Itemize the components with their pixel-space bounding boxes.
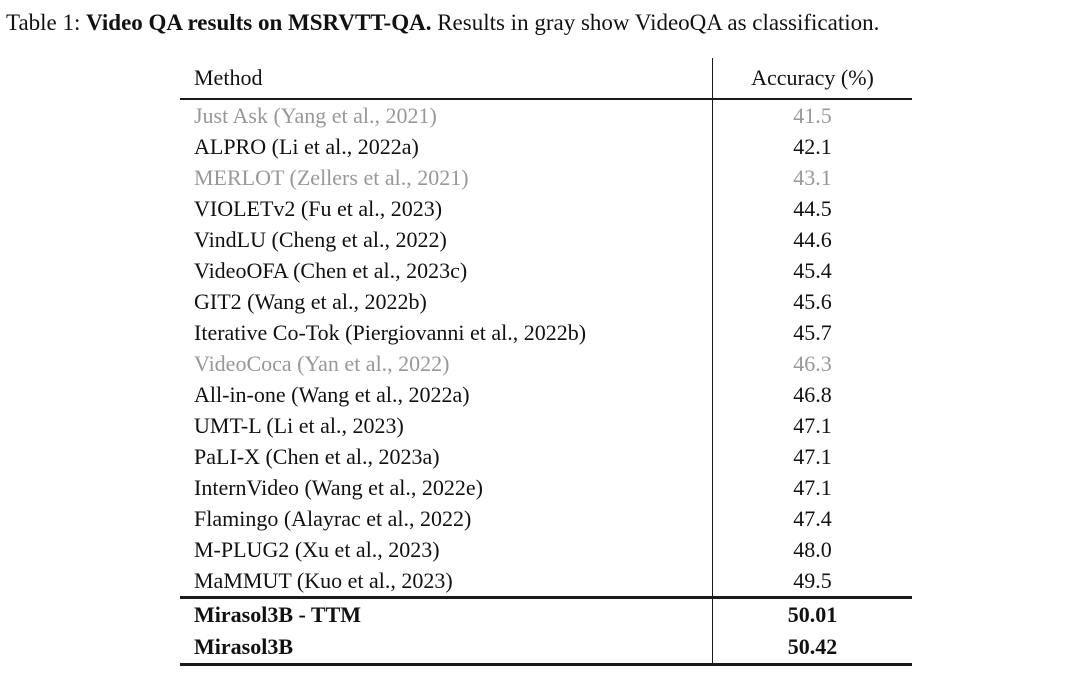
accuracy-cell: 45.6 xyxy=(712,286,912,317)
method-cell: InternVideo (Wang et al., 2022e) xyxy=(194,474,483,500)
table-body: Just Ask (Yang et al., 2021) 41.5 ALPRO (L… xyxy=(180,100,912,596)
method-cell: ALPRO (Li et al., 2022a) xyxy=(194,133,419,159)
caption-label: Table 1: xyxy=(6,10,81,35)
accuracy-cell: 44.5 xyxy=(712,193,912,224)
method-cell: Mirasol3B xyxy=(194,634,293,659)
accuracy-cell: 41.5 xyxy=(712,100,912,131)
table-row: Flamingo (Alayrac et al., 2022) 47.4 xyxy=(180,503,912,534)
method-cell: Just Ask (Yang et al., 2021) xyxy=(194,102,437,128)
accuracy-cell: 50.42 xyxy=(712,631,912,663)
method-cell: VIOLETv2 (Fu et al., 2023) xyxy=(194,195,443,221)
method-cell: MaMMUT (Kuo et al., 2023) xyxy=(194,567,453,593)
accuracy-cell: 50.01 xyxy=(712,599,912,631)
table-row: Mirasol3B - TTM 50.01 xyxy=(180,599,912,631)
method-cell: Flamingo (Alayrac et al., 2022) xyxy=(194,505,472,531)
caption-title: Video QA results on MSRVTT-QA. xyxy=(86,10,432,35)
table-row: MERLOT (Zellers et al., 2021) 43.1 xyxy=(180,162,912,193)
table-final-section: Mirasol3B - TTM 50.01 Mirasol3B 50.42 xyxy=(180,596,912,666)
method-cell: Mirasol3B - TTM xyxy=(194,602,362,627)
accuracy-cell: 47.1 xyxy=(712,441,912,472)
table-row: All-in-one (Wang et al., 2022a) 46.8 xyxy=(180,379,912,410)
header-row: Method Accuracy (%) xyxy=(180,58,912,100)
table-row: PaLI-X (Chen et al., 2023a) 47.1 xyxy=(180,441,912,472)
accuracy-cell: 46.3 xyxy=(712,348,912,379)
table-caption: Table 1: Video QA results on MSRVTT-QA. … xyxy=(6,8,1076,38)
accuracy-cell: 46.8 xyxy=(712,379,912,410)
table-row: Just Ask (Yang et al., 2021) 41.5 xyxy=(180,100,912,131)
accuracy-cell: 45.4 xyxy=(712,255,912,286)
table-row: ALPRO (Li et al., 2022a) 42.1 xyxy=(180,131,912,162)
method-cell: VideoOFA (Chen et al., 2023c) xyxy=(194,257,468,283)
table-row: VIOLETv2 (Fu et al., 2023) 44.5 xyxy=(180,193,912,224)
accuracy-cell: 43.1 xyxy=(712,162,912,193)
method-cell: M-PLUG2 (Xu et al., 2023) xyxy=(194,536,440,562)
table-row: VideoOFA (Chen et al., 2023c) 45.4 xyxy=(180,255,912,286)
accuracy-cell: 44.6 xyxy=(712,224,912,255)
accuracy-cell: 47.4 xyxy=(712,503,912,534)
accuracy-cell: 48.0 xyxy=(712,534,912,565)
table-row: M-PLUG2 (Xu et al., 2023) 48.0 xyxy=(180,534,912,565)
method-cell: VindLU (Cheng et al., 2022) xyxy=(194,226,447,252)
caption-text: Results in gray show VideoQA as classifi… xyxy=(437,10,880,35)
method-cell: All-in-one (Wang et al., 2022a) xyxy=(194,381,470,407)
accuracy-cell: 47.1 xyxy=(712,472,912,503)
method-column-header: Method xyxy=(194,65,263,90)
method-cell: GIT2 (Wang et al., 2022b) xyxy=(194,288,427,314)
method-cell: PaLI-X (Chen et al., 2023a) xyxy=(194,443,440,469)
accuracy-column-header: Accuracy (%) xyxy=(712,58,912,98)
table-row: Mirasol3B 50.42 xyxy=(180,631,912,663)
method-cell: MERLOT (Zellers et al., 2021) xyxy=(194,164,469,190)
accuracy-cell: 49.5 xyxy=(712,565,912,596)
method-cell: VideoCoca (Yan et al., 2022) xyxy=(194,350,450,376)
method-cell: UMT-L (Li et al., 2023) xyxy=(194,412,404,438)
method-cell: Iterative Co-Tok (Piergiovanni et al., 2… xyxy=(194,319,587,345)
table-row: VindLU (Cheng et al., 2022) 44.6 xyxy=(180,224,912,255)
accuracy-cell: 47.1 xyxy=(712,410,912,441)
table-row: InternVideo (Wang et al., 2022e) 47.1 xyxy=(180,472,912,503)
table-row: UMT-L (Li et al., 2023) 47.1 xyxy=(180,410,912,441)
accuracy-cell: 45.7 xyxy=(712,317,912,348)
table-row: Iterative Co-Tok (Piergiovanni et al., 2… xyxy=(180,317,912,348)
table-row: VideoCoca (Yan et al., 2022) 46.3 xyxy=(180,348,912,379)
results-table: Method Accuracy (%) Just Ask (Yang et al… xyxy=(180,58,912,666)
table-row: GIT2 (Wang et al., 2022b) 45.6 xyxy=(180,286,912,317)
table-row: MaMMUT (Kuo et al., 2023) 49.5 xyxy=(180,565,912,596)
accuracy-cell: 42.1 xyxy=(712,131,912,162)
